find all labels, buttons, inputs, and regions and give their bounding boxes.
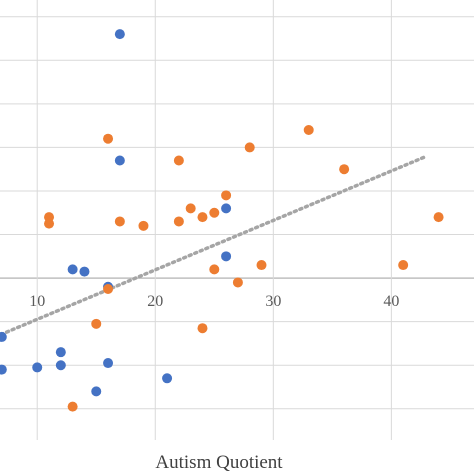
series-1-point-12 (103, 358, 114, 369)
series-2-point-15 (433, 212, 444, 223)
series-2-point-20 (103, 283, 114, 294)
series-1-point-10 (55, 347, 66, 358)
x-axis-title: Autism Quotient (155, 452, 283, 473)
series-1-point-1 (114, 29, 125, 40)
series-2-point-8 (185, 203, 196, 214)
series-1-point-14 (32, 362, 43, 373)
linear-trendline (0, 154, 429, 337)
series-2-point-5 (138, 220, 149, 231)
series-2-point-1 (103, 133, 114, 144)
series-2-point-11 (221, 190, 232, 201)
series-2-point-10 (209, 207, 220, 218)
series-2-point-9 (197, 212, 208, 223)
series-1-point-13 (0, 364, 7, 375)
x-tick-labels: 10 20 30 40 (29, 293, 399, 310)
series-2-point-23 (67, 401, 78, 412)
series-1-point-8 (0, 331, 7, 342)
series-2-point-14 (339, 164, 350, 175)
trendline (0, 154, 429, 337)
gridlines (0, 0, 474, 440)
x-tick-label-30: 30 (265, 293, 281, 310)
x-tick-label-40: 40 (383, 293, 399, 310)
x-tick-label-10: 10 (29, 293, 45, 310)
data-points (0, 29, 444, 412)
series-2-point-12 (244, 142, 255, 153)
series-2-point-17 (232, 277, 243, 288)
series-2-point-22 (197, 323, 208, 334)
x-tick-label-20: 20 (147, 293, 163, 310)
series-1-point-15 (162, 373, 173, 384)
series-2-point-21 (91, 318, 102, 329)
series-2-point-13 (303, 124, 314, 135)
series-1-point-3 (221, 203, 232, 214)
series-2-point-16 (209, 264, 220, 275)
series-1-point-11 (55, 360, 66, 371)
series-1-point-5 (67, 264, 78, 275)
series-2-point-7 (173, 216, 184, 227)
series-2-point-18 (256, 260, 267, 271)
series-1-point-6 (79, 266, 90, 277)
series-2-point-6 (173, 155, 184, 166)
series-2-point-19 (398, 260, 409, 271)
series-2-point-4 (44, 218, 55, 229)
series-1-point-16 (91, 386, 102, 397)
series-1-point-2 (114, 155, 125, 166)
series-2-point-2 (114, 216, 125, 227)
series-1-point-4 (221, 251, 232, 262)
